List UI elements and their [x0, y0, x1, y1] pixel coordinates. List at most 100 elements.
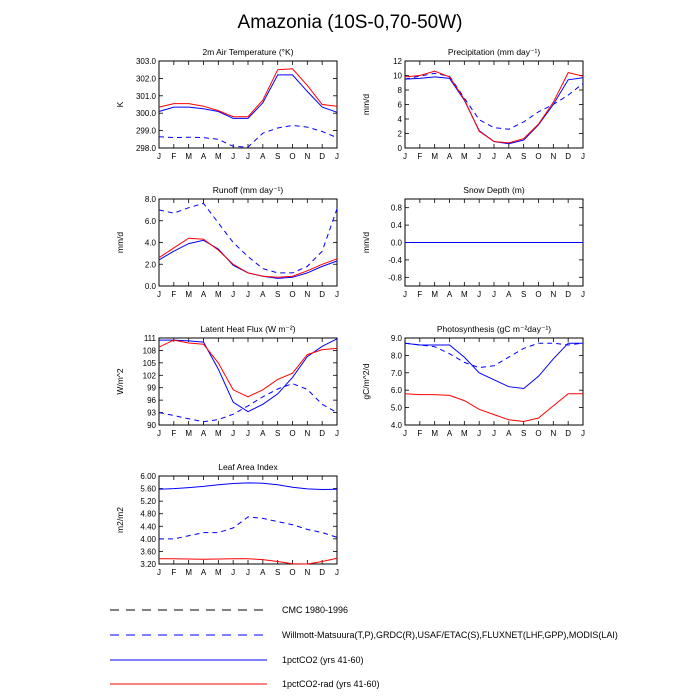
x-tick-label: S: [275, 290, 280, 299]
x-tick-label: M: [185, 290, 192, 299]
x-tick-label: J: [246, 568, 250, 577]
x-tick-label: D: [319, 152, 325, 161]
y-tick-label: 6.00: [140, 472, 156, 481]
x-tick-label: J: [157, 429, 161, 438]
series-line: [404, 342, 584, 369]
chart-panel-4: Latent Heat Flux (W m⁻²) W/m^2 90 93 96 99 102…: [115, 324, 339, 438]
legend-label: CMC 1980-1996: [282, 605, 348, 615]
y-axis-label: mm/d: [361, 232, 371, 254]
legend-label: Willmott-Matsuura(T,P),GRDC(R),USAF/ETAC…: [282, 630, 618, 640]
x-tick-label: J: [492, 429, 496, 438]
x-tick-label: F: [171, 152, 176, 161]
x-tick-label: D: [565, 152, 571, 161]
x-tick-label: F: [417, 429, 422, 438]
x-tick-label: N: [304, 429, 310, 438]
x-tick-label: S: [275, 429, 280, 438]
x-tick-label: J: [157, 152, 161, 161]
y-tick-label: 298.0: [136, 144, 157, 153]
x-tick-label: M: [461, 290, 468, 299]
y-tick-label: 102: [143, 371, 157, 380]
x-tick-label: M: [215, 568, 222, 577]
x-tick-label: D: [319, 290, 325, 299]
y-tick-label: 6.0: [391, 386, 403, 395]
x-tick-label: J: [335, 290, 339, 299]
x-tick-label: O: [289, 568, 295, 577]
x-tick-label: M: [215, 290, 222, 299]
x-tick-label: D: [319, 568, 325, 577]
x-tick-label: J: [231, 152, 235, 161]
page-title: Amazonia (10S-0,70-50W): [237, 12, 463, 33]
chart-panel-5: Photosynthesis (gC m⁻²day⁻¹) gC/m^2/d 4.0 5…: [361, 324, 585, 438]
y-tick-label: 4.0: [145, 239, 157, 248]
y-tick-label: 10: [393, 72, 402, 81]
y-tick-label: 6: [398, 101, 403, 110]
x-tick-label: M: [431, 152, 438, 161]
legend-label: 1pctCO2-rad (yrs 41-60): [282, 679, 380, 689]
y-tick-label: 4.0: [391, 421, 403, 430]
x-tick-label: J: [157, 568, 161, 577]
y-axis-label: W/m^2: [115, 368, 125, 394]
x-tick-label: J: [231, 290, 235, 299]
y-tick-label: 303.0: [136, 57, 157, 66]
y-tick-label: 8.0: [145, 195, 157, 204]
plot-frame: [404, 337, 584, 426]
y-tick-label: 0: [398, 144, 403, 153]
y-tick-label: 300.0: [136, 109, 157, 118]
x-tick-label: M: [185, 568, 192, 577]
legend-label: 1pctCO2 (yrs 41-60): [282, 655, 364, 665]
series-line: [404, 76, 584, 145]
y-tick-label: 0.8: [391, 204, 403, 213]
y-tick-label: 4.40: [140, 522, 156, 531]
series-line: [404, 393, 583, 423]
x-tick-label: O: [289, 152, 295, 161]
y-tick-label: 3.20: [140, 560, 156, 569]
y-tick-label: 299.0: [136, 127, 157, 136]
x-tick-label: N: [304, 152, 310, 161]
series-line: [158, 68, 338, 118]
x-tick-label: M: [185, 152, 192, 161]
x-tick-label: S: [521, 152, 526, 161]
x-tick-label: O: [535, 290, 541, 299]
y-tick-label: 8.0: [391, 351, 403, 360]
y-axis-label: mm/d: [361, 94, 371, 116]
x-tick-label: J: [492, 152, 496, 161]
x-tick-label: M: [185, 429, 192, 438]
x-tick-label: M: [215, 429, 222, 438]
x-tick-label: S: [275, 568, 280, 577]
panel-title: Precipitation (mm day⁻¹): [448, 47, 541, 57]
series-line: [158, 482, 338, 491]
x-tick-label: A: [201, 290, 207, 299]
y-tick-label: 301.0: [136, 92, 157, 101]
x-tick-label: D: [565, 290, 571, 299]
plot-frame: [158, 60, 338, 149]
x-tick-label: O: [535, 152, 541, 161]
panel-title: Photosynthesis (gC m⁻²day⁻¹): [437, 324, 551, 334]
series-line: [158, 124, 338, 148]
x-tick-label: J: [581, 152, 585, 161]
x-tick-label: J: [157, 290, 161, 299]
x-tick-label: M: [461, 429, 468, 438]
x-tick-label: A: [447, 152, 453, 161]
series-line: [404, 342, 583, 390]
series-line: [404, 72, 584, 130]
y-tick-label: 2.0: [145, 260, 157, 269]
x-tick-label: J: [477, 290, 481, 299]
y-tick-label: 7.0: [391, 369, 403, 378]
y-tick-label: 111: [144, 334, 157, 343]
x-tick-label: A: [506, 152, 512, 161]
y-tick-label: -0.8: [388, 273, 402, 282]
panel-title: Snow Depth (m): [463, 185, 525, 195]
y-axis-label: K: [115, 101, 125, 107]
x-tick-label: J: [246, 290, 250, 299]
series-line: [159, 338, 338, 413]
x-tick-label: N: [304, 568, 310, 577]
x-tick-label: A: [201, 152, 207, 161]
x-tick-label: D: [565, 429, 571, 438]
x-tick-label: M: [215, 152, 222, 161]
y-tick-label: 0.0: [145, 282, 157, 291]
x-tick-label: A: [506, 290, 512, 299]
y-tick-label: 93: [147, 409, 156, 418]
x-tick-label: J: [246, 152, 250, 161]
